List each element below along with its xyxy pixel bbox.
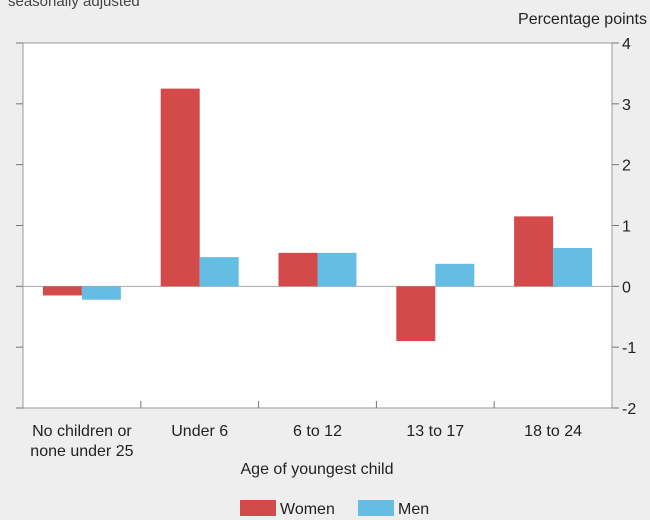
y-tick-label: -2 xyxy=(622,401,636,418)
chart-subtitle: seasonally adjusted xyxy=(8,0,140,10)
bar-men-1 xyxy=(199,257,239,287)
x-tick-label: No children or xyxy=(32,423,132,440)
bar-women-1 xyxy=(160,88,200,287)
bar-women-2 xyxy=(278,252,318,287)
x-tick-label: 18 to 24 xyxy=(524,423,582,440)
plot-area xyxy=(22,42,613,409)
x-tick-label: none under 25 xyxy=(30,443,133,460)
bar-women-0 xyxy=(42,286,82,296)
bar-women-4 xyxy=(514,216,554,287)
bar-men-3 xyxy=(435,263,475,287)
y-tick-label: 3 xyxy=(622,97,631,114)
x-axis-title: Age of youngest child xyxy=(241,461,394,478)
y-tick-label: -1 xyxy=(622,340,636,357)
legend-label-women: Women xyxy=(280,501,335,518)
legend-label-men: Men xyxy=(398,501,429,518)
legend-swatch-women xyxy=(240,500,276,516)
x-tick-label: 13 to 17 xyxy=(406,423,464,440)
legend: Women Men xyxy=(240,500,429,518)
x-tick-label: Under 6 xyxy=(171,423,228,440)
x-tick-label: 6 to 12 xyxy=(293,423,342,440)
bar-women-3 xyxy=(396,286,436,342)
y-axis-unit-label: Percentage points xyxy=(518,11,647,28)
y-tick-label: 2 xyxy=(622,158,631,175)
y-tick-label: 1 xyxy=(622,219,631,236)
bar-men-0 xyxy=(81,286,121,300)
bar-men-2 xyxy=(317,252,357,287)
legend-swatch-men xyxy=(358,500,394,516)
y-tick-label: 0 xyxy=(622,279,631,296)
bar-men-4 xyxy=(553,248,593,287)
y-tick-label: 4 xyxy=(622,36,631,53)
